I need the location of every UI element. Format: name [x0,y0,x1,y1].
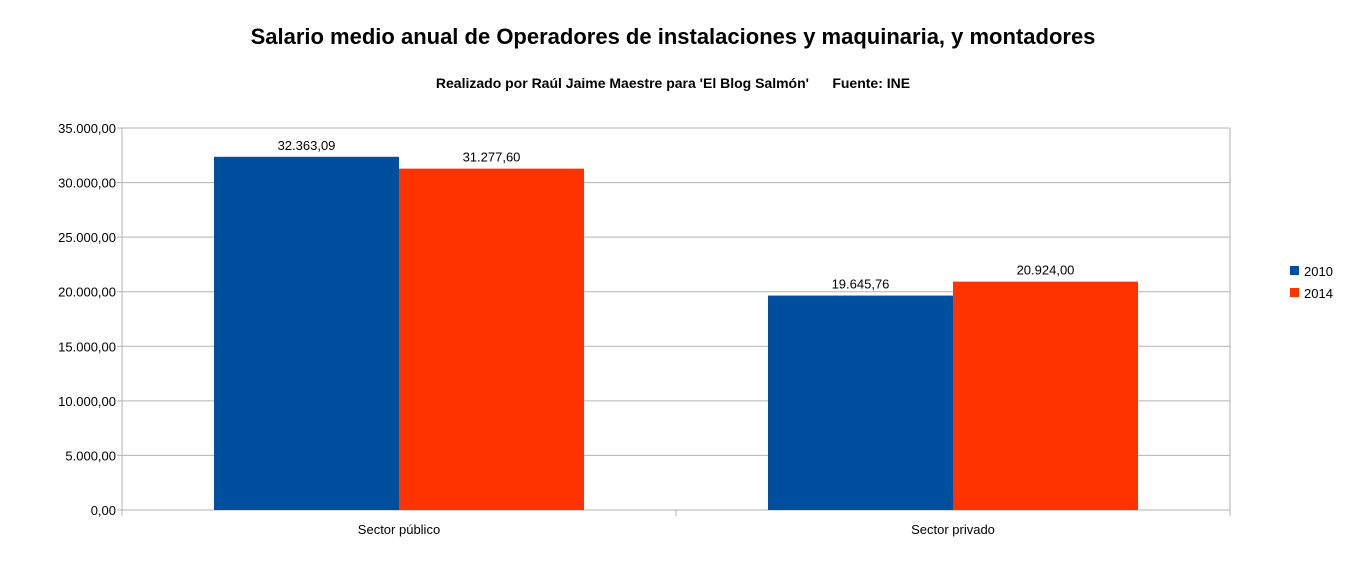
data-label: 31.277,60 [463,150,521,165]
chart-subtitle: Realizado por Raúl Jaime Maestre para 'E… [436,75,910,91]
y-tick-label: 0,00 [91,503,116,518]
legend-label: 2014 [1304,286,1333,301]
y-tick-label: 10.000,00 [58,394,116,409]
legend-swatch-2014 [1290,288,1299,297]
data-label: 19.645,76 [832,277,890,292]
x-category-label: Sector público [358,522,440,537]
bar-2014 [953,281,1138,510]
legend: 2010 2014 [1290,264,1333,301]
x-category-label: Sector privado [911,522,995,537]
y-tick-label: 25.000,00 [58,230,116,245]
chart-title: Salario medio anual de Operadores de ins… [251,24,1096,49]
bar-2010 [768,295,953,510]
plot-area: 0,00 5.000,00 10.000,00 15.000,00 20.000,00 2… [58,121,1231,537]
y-tick-label: 30.000,00 [58,176,116,191]
y-tick-label: 35.000,00 [58,121,116,136]
bar-2014 [399,168,584,511]
y-tick-label: 20.000,00 [58,285,116,300]
y-tick-label: 5.000,00 [65,448,116,463]
y-tick-label: 15.000,00 [58,339,116,354]
data-label: 20.924,00 [1017,263,1075,278]
bar-2010 [214,156,399,511]
data-label: 32.363,09 [278,138,336,153]
legend-swatch-2010 [1290,266,1299,275]
legend-label: 2010 [1304,264,1333,279]
